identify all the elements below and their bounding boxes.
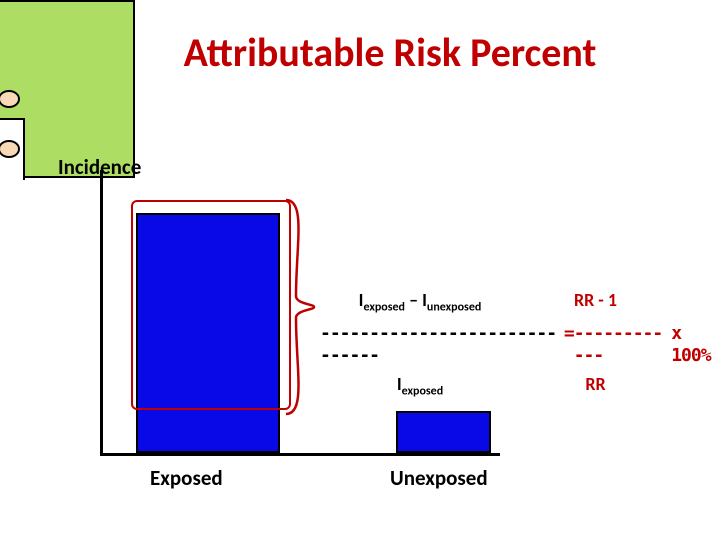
- x-axis: [100, 453, 500, 456]
- x-label-exposed: Exposed: [150, 465, 223, 491]
- formula-numerator-right: RR - 1: [548, 290, 643, 312]
- formula-numerator-left: Iexposed – Iunexposed: [320, 290, 520, 315]
- formula-times-100: x 100%: [671, 323, 720, 366]
- bar-unexposed: [396, 411, 491, 453]
- formula-equals: =: [564, 323, 574, 345]
- page-title: Attributable Risk Percent: [110, 28, 670, 77]
- x-label-unexposed: Unexposed: [390, 465, 488, 491]
- formula-denominator-right: RR: [548, 374, 643, 396]
- formula-divider-left: ------------------------------: [320, 323, 564, 366]
- y-axis: [100, 170, 103, 456]
- curly-brace-icon: [278, 196, 318, 418]
- attributable-portion-outline: [131, 200, 291, 410]
- formula-block: Iexposed – Iunexposed RR - 1 -----------…: [320, 282, 720, 407]
- formula-divider-right: ------------: [574, 323, 672, 366]
- formula-denominator-left: Iexposed: [320, 374, 520, 399]
